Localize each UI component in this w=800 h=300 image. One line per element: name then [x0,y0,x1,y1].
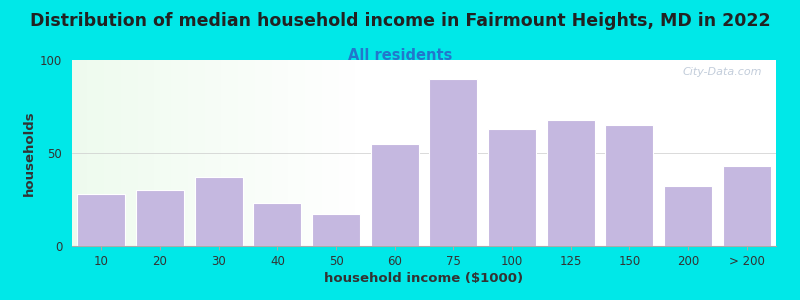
Bar [722,166,770,246]
Text: City-Data.com: City-Data.com [682,68,762,77]
Bar [488,129,536,246]
Bar [254,203,302,246]
Bar [606,125,654,246]
X-axis label: household income ($1000): household income ($1000) [325,272,523,285]
Bar [546,119,594,246]
Bar [136,190,184,246]
Bar [312,214,360,246]
Y-axis label: households: households [23,110,36,196]
Bar [78,194,126,246]
Text: Distribution of median household income in Fairmount Heights, MD in 2022: Distribution of median household income … [30,12,770,30]
Bar [664,187,712,246]
Bar [430,79,478,246]
Text: All residents: All residents [348,48,452,63]
Bar [370,144,418,246]
Bar [194,177,242,246]
